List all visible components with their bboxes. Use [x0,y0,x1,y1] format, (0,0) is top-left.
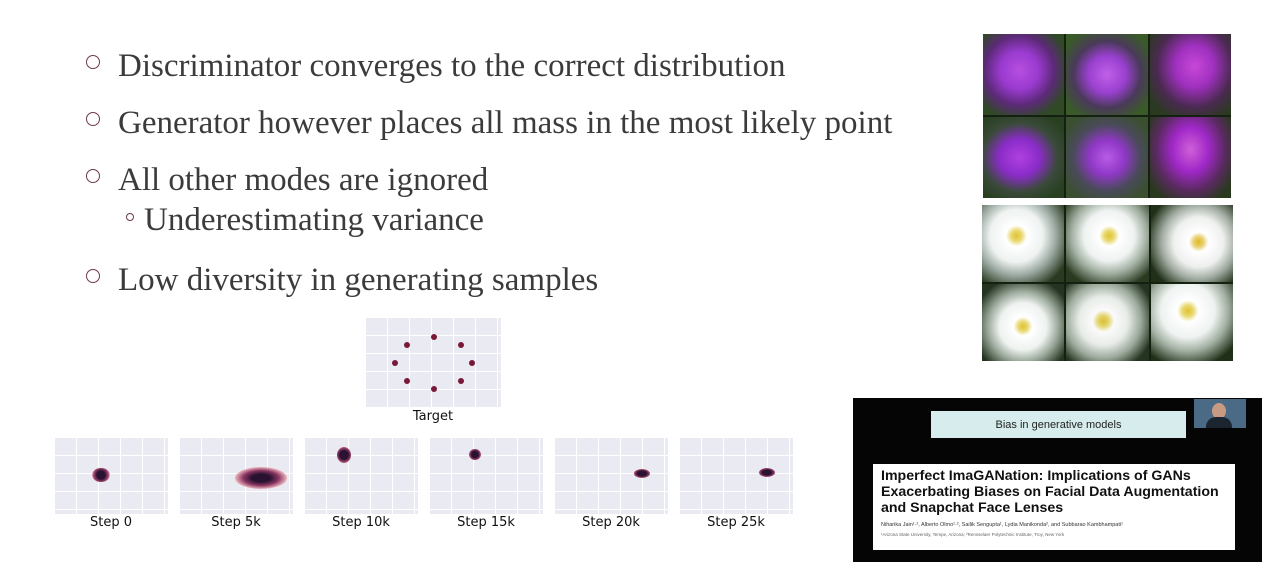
bullet-text: All other modes are ignored [118,162,489,198]
bullet-marker-icon [86,55,100,69]
generated-distribution-blob [759,468,775,477]
bullet-item: All other modes are ignored [86,162,488,199]
webcam-thumbnail [1194,399,1246,428]
target-label: Target [412,409,454,424]
step-plot [179,437,293,514]
presenter-head-icon [1212,403,1226,419]
presenter-body-icon [1206,417,1232,428]
target-mode-dot [458,342,464,348]
step-plot [679,437,793,514]
step-label: Step 0 [89,515,132,530]
paper-title-card: Imperfect ImaGANation: Implications of G… [873,464,1235,550]
generated-flower-image [1150,284,1233,361]
step-plot [304,437,418,514]
sub-bullet-text: Underestimating variance [144,202,484,238]
target-mode-dot [392,360,398,366]
sub-bullet-item: Underestimating variance [126,202,484,239]
bullet-text: Low diversity in generating samples [118,262,599,298]
target-mode-dot [404,378,410,384]
sub-bullet-marker-icon [126,213,134,221]
generated-flower-image [1149,117,1231,198]
step-label: Step 25k [707,515,765,530]
bullet-item: Low diversity in generating samples [86,262,598,299]
video-thumbnail: Bias in generative models Imperfect ImaG… [853,398,1262,562]
bullet-marker-icon [86,169,100,183]
step-plot [429,437,543,514]
generated-distribution-blob [92,468,110,482]
target-plot [365,317,501,407]
generated-distribution-blob [235,467,287,489]
bullet-text: Discriminator converges to the correct d… [118,48,786,84]
generated-flower-image [983,117,1065,198]
step-label: Step 10k [332,515,390,530]
target-mode-dot [431,386,437,392]
paper-affiliations: ¹Arizona State University, Tempe, Arizon… [881,532,1065,537]
generated-distribution-blob [634,469,650,478]
purple-flower-grid [983,34,1231,198]
generated-distribution-blob [337,447,351,463]
generated-flower-image [1066,284,1149,361]
generated-flower-image [1066,205,1149,282]
target-mode-dot [404,342,410,348]
bullet-item: Discriminator converges to the correct d… [86,48,785,85]
step-label: Step 15k [457,515,515,530]
generated-flower-image [982,205,1065,282]
generated-flower-image [983,34,1065,115]
generated-flower-image [1066,117,1148,198]
bullet-marker-icon [86,269,100,283]
generated-flower-image [1066,34,1148,115]
bullet-marker-icon [86,112,100,126]
generated-distribution-blob [469,449,481,460]
bullet-item: Generator however places all mass in the… [86,105,892,142]
step-label: Step 20k [582,515,640,530]
paper-authors: Niharika Jain¹·², Alberto Olmo¹·², Saili… [881,522,1123,528]
target-mode-dot [458,378,464,384]
target-mode-dot [431,334,437,340]
target-mode-dot [469,360,475,366]
step-plot [554,437,668,514]
step-plot [54,437,168,514]
white-flower-grid [982,205,1233,361]
generated-flower-image [1150,205,1233,282]
video-banner: Bias in generative models [931,411,1186,438]
bullet-text: Generator however places all mass in the… [118,105,893,141]
step-label: Step 5k [211,515,261,530]
generated-flower-image [982,284,1065,361]
generated-flower-image [1149,34,1231,115]
paper-title: Imperfect ImaGANation: Implications of G… [881,468,1219,516]
